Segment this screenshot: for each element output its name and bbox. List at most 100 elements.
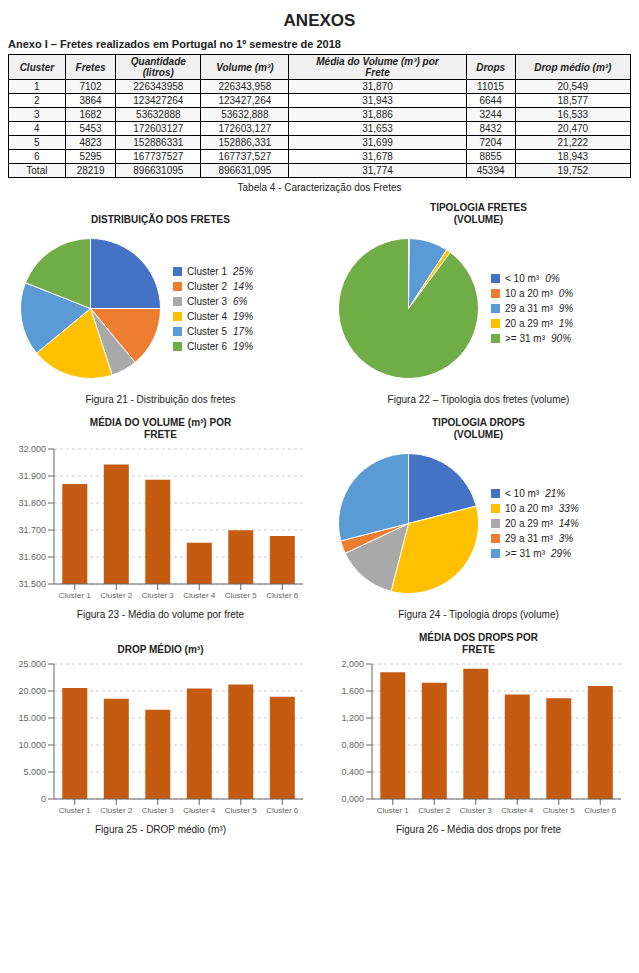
html-text:Volume (m³): Volume (m³) [216, 61, 274, 73]
html-text:Cluster 3: Cluster 3 [187, 295, 227, 307]
svg-text:15.000: 15.000 [18, 713, 46, 723]
svg-text:31.600: 31.600 [18, 552, 46, 562]
html-text:5295: 5295 [79, 151, 102, 162]
html-text:Fretes: Fretes [75, 61, 106, 73]
html-text:31,699: 31,699 [362, 137, 393, 148]
html-text:11015: 11015 [477, 81, 505, 92]
svg-text:Cluster 3: Cluster 3 [460, 806, 493, 815]
html-text:18,943: 18,943 [557, 151, 589, 162]
html-text:167737527: 167737527 [133, 151, 184, 162]
html-text:16,533: 16,533 [557, 109, 589, 120]
html-text:123427,264: 123427,264 [218, 95, 272, 106]
html-text:31,943: 31,943 [362, 95, 393, 106]
html-text:4823: 4823 [79, 137, 102, 148]
html-text:TIPOLOGIA DROPS (VOLUME): TIPOLOGIA DROPS (VOLUME) [432, 417, 525, 440]
svg-text:2,000: 2,000 [341, 659, 364, 669]
html-text:Média do Volume (m³) por Frete: Média do Volume (m³) por Frete [316, 56, 439, 78]
html-text:Drops: Drops [476, 61, 506, 73]
html-text:Cluster 6: Cluster 6 [187, 340, 227, 352]
html-text:18,577: 18,577 [557, 95, 589, 106]
svg-text:25.000: 25.000 [18, 659, 46, 669]
svg-text:Cluster 2: Cluster 2 [100, 591, 133, 600]
html-text:TIPOLOGIA FRETES (VOLUME): TIPOLOGIA FRETES (VOLUME) [430, 202, 527, 225]
html-text:Cluster 2: Cluster 2 [187, 280, 227, 292]
svg-text:0,000: 0,000 [341, 794, 364, 804]
svg-text:32.000: 32.000 [18, 444, 46, 454]
html-text:21,222: 21,222 [557, 137, 589, 148]
svg-text:31.500: 31.500 [18, 579, 46, 589]
svg-text:Cluster 1: Cluster 1 [377, 806, 410, 815]
html-text:7102: 7102 [79, 81, 102, 92]
html-text:Drop médio (m³): Drop médio (m³) [534, 61, 612, 73]
svg-text:Cluster 1: Cluster 1 [59, 591, 92, 600]
svg-text:Cluster 2: Cluster 2 [100, 806, 133, 815]
html-text:MÉDIA DO VOLUME (m³) POR FRETE: MÉDIA DO VOLUME (m³) POR FRETE [89, 417, 232, 440]
svg-text:Cluster 6: Cluster 6 [266, 806, 299, 815]
html-text:152886,331: 152886,331 [218, 137, 272, 148]
html-text:8432: 8432 [479, 123, 502, 134]
html-text:226343,958: 226343,958 [218, 81, 272, 92]
html-text:172603127: 172603127 [133, 123, 184, 134]
html-text:152886331: 152886331 [133, 137, 184, 148]
svg-text:Cluster 4: Cluster 4 [501, 806, 534, 815]
html-text:226343958: 226343958 [133, 81, 184, 92]
html-text:8855: 8855 [479, 151, 502, 162]
svg-text:1,200: 1,200 [341, 713, 364, 723]
svg-text:Cluster 5: Cluster 5 [543, 806, 576, 815]
html-text:Cluster 5: Cluster 5 [187, 325, 227, 337]
html-text:20,549: 20,549 [557, 81, 589, 92]
html-text:123427264: 123427264 [133, 95, 184, 106]
html-text:31,870: 31,870 [362, 81, 393, 92]
html-text:14%: 14% [233, 280, 253, 292]
svg-text:Cluster 6: Cluster 6 [266, 591, 299, 600]
html-text:28219: 28219 [76, 165, 105, 176]
svg-text:Cluster 1: Cluster 1 [59, 806, 92, 815]
html-text:ANEXOS: ANEXOS [283, 11, 356, 30]
html-text:Cluster 4: Cluster 4 [187, 310, 227, 322]
html-text:17%: 17% [233, 325, 253, 337]
html-text:31,653: 31,653 [362, 123, 393, 134]
html-text:19%: 19% [233, 310, 253, 322]
svg-text:31.700: 31.700 [18, 525, 46, 535]
svg-text:Cluster 5: Cluster 5 [225, 806, 258, 815]
svg-text:0,800: 0,800 [341, 740, 364, 750]
svg-text:31.900: 31.900 [18, 471, 46, 481]
html-text:896631095: 896631095 [133, 165, 184, 176]
html-text:5453: 5453 [79, 123, 102, 134]
svg-text:0: 0 [41, 794, 46, 804]
html-text:Anexo I – Fretes realizados em: Anexo I – Fretes realizados em Portugal … [8, 38, 341, 50]
svg-text:0,400: 0,400 [341, 767, 364, 777]
html-text:Total: Total [26, 165, 48, 176]
html-text:53632888: 53632888 [136, 109, 181, 120]
html-text:MÉDIA DOS DROPS POR FRETE: MÉDIA DOS DROPS POR FRETE [419, 632, 538, 655]
svg-text:10.000: 10.000 [18, 740, 46, 750]
svg-text:5.000: 5.000 [23, 767, 46, 777]
html-text:6%: 6% [233, 295, 248, 307]
html-text:53632,888: 53632,888 [221, 109, 269, 120]
html-text:7204: 7204 [479, 137, 502, 148]
svg-text:Cluster 5: Cluster 5 [225, 591, 258, 600]
svg-text:Cluster 2: Cluster 2 [418, 806, 451, 815]
html-text:Cluster: Cluster [19, 61, 55, 73]
html-text:19%: 19% [233, 340, 253, 352]
svg-text:Cluster 6: Cluster 6 [584, 806, 617, 815]
svg-text:Cluster 4: Cluster 4 [183, 591, 216, 600]
html-text:31,678: 31,678 [362, 151, 393, 162]
html-text:3244: 3244 [479, 109, 502, 120]
html-text:172603,127: 172603,127 [218, 123, 272, 134]
svg-text:1,600: 1,600 [341, 686, 364, 696]
svg-text:20.000: 20.000 [18, 686, 46, 696]
html-text:31,886: 31,886 [362, 109, 393, 120]
svg-text:Cluster 3: Cluster 3 [142, 806, 175, 815]
svg-text:Cluster 4: Cluster 4 [183, 806, 216, 815]
svg-text:31.800: 31.800 [18, 498, 46, 508]
html-text:6644: 6644 [479, 95, 502, 106]
html-text:Quantidade (litros): Quantidade (litros) [130, 56, 186, 78]
html-text:20,470: 20,470 [557, 123, 589, 134]
html-text:3864: 3864 [79, 95, 102, 106]
html-text:25%: 25% [233, 265, 253, 277]
svg-text:Cluster 3: Cluster 3 [142, 591, 175, 600]
html-text:Cluster 1: Cluster 1 [187, 265, 227, 277]
html-text:1682: 1682 [79, 109, 102, 120]
html-text:167737,527: 167737,527 [218, 151, 272, 162]
